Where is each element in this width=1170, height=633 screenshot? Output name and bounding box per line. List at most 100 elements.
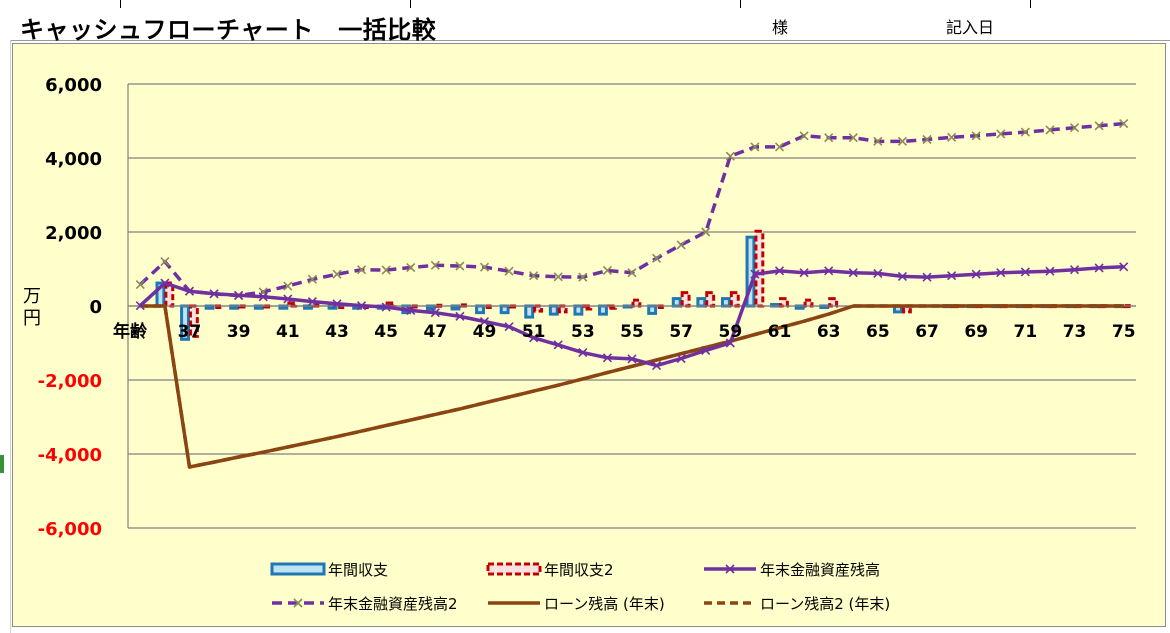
asset-balance-point xyxy=(430,308,440,318)
asset-balance-point xyxy=(307,296,317,307)
bar-annual-balance xyxy=(598,304,608,316)
asset-balance-point xyxy=(381,302,391,312)
bar-annual-balance-2 xyxy=(729,291,740,308)
bar-annual-balance-2 xyxy=(631,298,642,308)
y-tick-label: -2,000 xyxy=(38,371,102,392)
bar-annual-balance-2 xyxy=(533,304,544,313)
asset-balance-2-point xyxy=(307,274,317,284)
y-unit-label-char2: 円 xyxy=(23,308,41,329)
legend-swatch-annual-balance xyxy=(270,562,326,576)
x-tick-label: 39 xyxy=(227,322,251,342)
asset-balance-2-point xyxy=(578,272,588,282)
customer-suffix-label: 様 xyxy=(772,18,789,37)
page-title: キャッシュフローチャート 一括比較 xyxy=(20,16,437,44)
x-tick-label: 63 xyxy=(817,322,841,342)
asset-balance-2-point xyxy=(529,271,539,281)
asset-balance-2-line xyxy=(139,121,1124,298)
asset-balance-2-point xyxy=(1045,125,1055,135)
legend-label: 年末金融資産残高 xyxy=(760,561,880,579)
asset-balance-point xyxy=(627,354,637,364)
asset-balance-point xyxy=(1069,265,1080,275)
bar-annual-balance-2 xyxy=(779,297,789,308)
x-tick-label: 47 xyxy=(423,322,447,342)
bar-annual-balance xyxy=(475,304,485,315)
bar-annual-balance xyxy=(647,304,658,315)
legend-label: 年末金融資産残高2 xyxy=(328,595,458,613)
asset-balance-2-point xyxy=(799,131,809,141)
bar-annual-balance xyxy=(499,304,510,315)
bar-annual-balance-2 xyxy=(754,229,765,308)
y-tick-label: 2,000 xyxy=(45,223,102,244)
asset-balance-point xyxy=(529,333,539,343)
asset-balance-2-point xyxy=(848,133,858,143)
legend-swatch-annual-balance-2 xyxy=(486,562,542,576)
asset-balance-2-point xyxy=(430,260,440,270)
asset-balance-point xyxy=(184,286,195,296)
asset-balance-2-point xyxy=(381,265,391,275)
asset-balance-2-point xyxy=(332,269,342,279)
x-tick-label: 41 xyxy=(276,322,300,342)
asset-balance-2-point xyxy=(553,272,563,282)
x-tick-label: 51 xyxy=(522,322,546,342)
asset-balance-point xyxy=(996,268,1006,278)
asset-balance-2-point xyxy=(356,265,367,275)
asset-balance-point xyxy=(774,266,785,276)
bar-annual-balance xyxy=(696,297,707,308)
y-tick-label: -4,000 xyxy=(38,445,102,466)
asset-balance-point xyxy=(1045,266,1055,276)
asset-balance-point xyxy=(725,338,735,348)
x-tick-label: 53 xyxy=(571,322,595,342)
y-unit-label-char1: 万 xyxy=(23,286,41,307)
asset-balance-2-point xyxy=(135,279,145,290)
asset-balance-point xyxy=(1094,263,1104,273)
sheet-header-row[interactable]: キャッシュフローチャート 一括比較 様 記入日 xyxy=(0,8,1170,44)
y-tick-label: 4,000 xyxy=(45,149,102,170)
legend-label: ローン残高 (年末) xyxy=(544,595,665,613)
asset-balance-2-point xyxy=(1094,121,1104,131)
asset-balance-point xyxy=(799,268,809,278)
bar-annual-balance-2 xyxy=(705,291,716,308)
bar-annual-balance-2 xyxy=(557,304,568,314)
y-tick-label: 6,000 xyxy=(45,75,102,96)
asset-balance-point xyxy=(848,268,858,278)
asset-balance-point xyxy=(897,271,908,281)
asset-balance-point xyxy=(824,266,834,276)
legend-label: 年間収支 xyxy=(328,561,388,579)
chart-area[interactable] xyxy=(12,43,1166,627)
bar-annual-balance xyxy=(524,304,535,319)
asset-balance-2-point xyxy=(504,266,514,276)
asset-balance-2-point xyxy=(652,253,662,263)
asset-balance-point xyxy=(455,311,465,321)
asset-balance-point xyxy=(283,294,293,304)
asset-balance-2-point xyxy=(996,129,1006,139)
asset-balance-point xyxy=(1119,262,1129,272)
x-tick-label: 55 xyxy=(620,322,644,342)
x-axis-title: 年齢 xyxy=(113,321,148,342)
asset-balance-2-point xyxy=(479,262,490,272)
asset-balance-point xyxy=(234,290,244,300)
bar-annual-balance-2 xyxy=(680,291,691,308)
asset-balance-point xyxy=(553,340,563,350)
legend-swatch-marker xyxy=(725,564,735,574)
asset-balance-2-point xyxy=(725,151,735,161)
asset-balance-point xyxy=(750,269,760,279)
asset-balance-point xyxy=(332,299,342,309)
asset-balance-2-point xyxy=(455,261,465,271)
asset-balance-point xyxy=(602,353,612,363)
asset-balance-2-point xyxy=(824,133,834,143)
sheet-gridline xyxy=(410,0,411,8)
bar-annual-balance xyxy=(671,297,682,308)
asset-balance-point xyxy=(873,268,883,279)
x-tick-label: 67 xyxy=(915,322,939,342)
asset-balance-2-point xyxy=(873,136,883,146)
asset-balance-2-point xyxy=(922,134,932,145)
asset-balance-2-point xyxy=(1119,119,1129,129)
asset-balance-2-point xyxy=(627,268,637,278)
x-tick-label: 65 xyxy=(866,322,890,342)
asset-balance-point xyxy=(258,292,268,302)
bar-annual-balance xyxy=(573,304,584,316)
y-tick-label: -6,000 xyxy=(38,519,102,540)
asset-balance-2-point xyxy=(283,281,293,291)
x-tick-label: 37 xyxy=(178,322,202,342)
asset-balance-2-point xyxy=(701,227,711,237)
